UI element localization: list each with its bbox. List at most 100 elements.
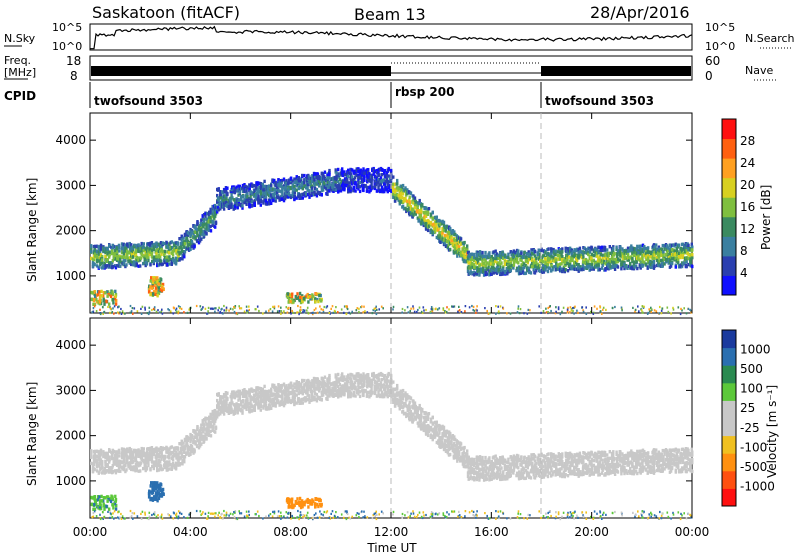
power-cell [111,290,113,293]
power-cell [300,309,302,311]
power-cell [560,262,562,265]
power-cell [647,257,649,260]
power-cell [691,265,693,268]
power-cell [96,255,98,258]
power-cell [126,250,128,253]
power-cell [474,310,476,312]
power-cell [113,313,115,315]
velocity-cell [126,455,128,458]
power-cell [241,307,243,309]
power-cell [439,307,441,309]
power-cell [239,307,241,309]
power-cell [461,311,463,313]
power-cell [367,311,369,313]
power-cell [301,174,303,177]
power-cell [118,249,120,252]
power-cell [144,309,146,311]
power-cell [659,312,661,314]
power-cell [466,244,468,247]
power-cell [402,184,404,187]
power-cell [183,255,185,258]
power-cell [347,308,349,310]
velocity-cell [119,470,121,473]
power-cell [614,268,616,271]
power-cell [517,261,519,264]
power-cell [410,308,412,310]
power-cell [446,311,448,313]
power-cell [307,312,309,314]
velocity-cell [101,463,103,466]
power-cell [99,309,101,311]
power-cell [506,312,508,314]
velocity-cell [125,468,127,471]
power-cell [226,193,228,196]
power-cell [409,196,411,199]
power-cell [561,311,563,313]
power-cell [141,242,143,245]
power-cell [156,294,158,297]
power-cell [288,181,290,184]
power-cell [107,306,109,308]
power-cell [371,186,373,189]
power-cell [155,241,157,244]
power-cell [680,308,682,310]
power-cell [629,262,631,265]
power-cell [691,256,693,259]
power-cell [184,234,186,237]
power-cell [576,310,578,312]
power-cell [303,297,305,300]
power-cell [246,195,248,198]
velocity-cell [118,454,120,457]
power-cell [341,167,343,170]
power-cell [161,286,163,289]
power-cell [577,312,579,314]
power-cell [303,174,305,177]
power-cell [299,299,301,302]
power-cell [205,232,207,235]
power-cell [430,311,432,313]
power-cell [431,306,433,308]
power-cell [299,292,301,295]
power-cell [335,188,337,191]
power-cell [591,263,593,266]
power-cell [362,311,364,313]
power-cell [555,258,557,261]
power-cell [312,312,314,314]
velocity-cell [163,447,165,450]
power-cell [571,309,573,311]
power-cell [593,313,595,315]
power-cell [94,263,96,266]
power-cell [268,184,270,187]
power-cell [317,312,319,314]
power-cell [302,309,304,311]
power-cell [314,309,316,311]
power-cell [376,309,378,311]
power-cell [326,193,328,196]
power-cell [428,207,430,210]
power-cell [486,273,488,276]
power-cell [132,307,134,309]
power-cell [157,309,159,311]
power-cell [289,300,291,303]
power-cell [376,313,378,315]
power-cell [295,295,297,298]
power-cell [569,311,571,313]
power-cell [476,258,478,261]
power-cell [132,255,134,258]
power-cell [473,306,475,308]
power-cell [323,311,325,313]
power-cell [119,265,121,268]
power-cell [678,306,680,308]
power-cell [482,267,484,270]
power-cell [124,259,126,262]
power-cell [114,290,116,293]
power-cell [489,312,491,314]
power-cell [459,309,461,311]
power-cell [307,300,309,303]
power-cell [596,308,598,310]
power-cell [168,251,170,254]
power-cell [396,179,398,182]
power-cell [167,308,169,310]
freq-band-2 [541,66,691,76]
